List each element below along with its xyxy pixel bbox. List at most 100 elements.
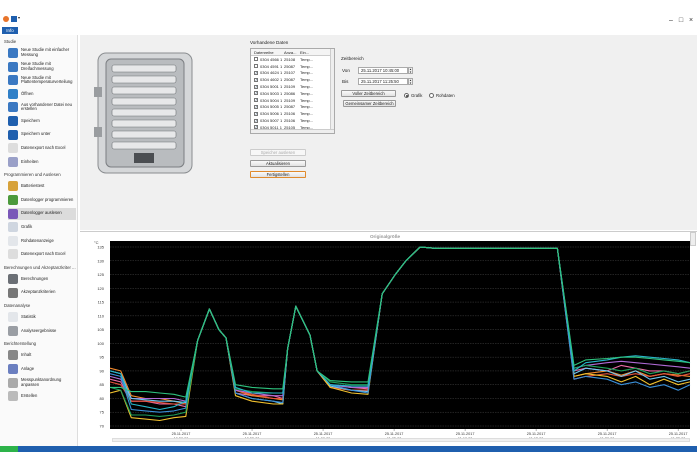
sidebar-item[interactable]: Neue Studie mit einfacher Messung — [8, 47, 76, 59]
table-horizontal-scrollbar[interactable] — [251, 129, 334, 133]
table-row[interactable]: 0304 4591 1 25087 Temp... — [251, 63, 334, 70]
refresh-button[interactable]: Aktualisieren — [250, 160, 306, 167]
radio-unselected-icon — [429, 93, 434, 98]
y-tick-label: 95 — [100, 355, 105, 360]
sidebar-item-label: Neue Studie mit Plattentemperaturverteil… — [21, 74, 73, 85]
column-header-series[interactable]: Datenreihe — [254, 49, 274, 55]
sidebar-item-label: Datenexport nach Excel — [21, 251, 66, 257]
to-spinner[interactable]: ▴ ▾ — [408, 78, 413, 85]
sidebar-item-label: Datenlogger auslesen — [21, 210, 62, 216]
sidebar-section-header[interactable]: Studie — [4, 39, 17, 44]
row-checkbox[interactable]: ✓ — [254, 111, 258, 116]
sidebar-item[interactable]: Batteriestest — [8, 180, 76, 192]
sidebar-item[interactable]: Statistik — [8, 311, 76, 323]
time-range-label: Zeitbereich — [341, 56, 364, 61]
table-row[interactable]: ✓ 0304 4602 1 25087 Temp... — [251, 76, 334, 83]
x-tick-date: 25.11.2017 — [172, 432, 191, 436]
row-checkbox[interactable]: ✓ — [254, 84, 258, 89]
save-icon[interactable] — [11, 16, 17, 22]
sidebar-item[interactable]: Speichern unter — [8, 129, 76, 141]
view-graph-radio[interactable]: Grafik — [404, 93, 422, 98]
sidebar-item[interactable]: Akzeptanzkriterien — [8, 287, 76, 299]
table-row[interactable]: ✓ 0304 4624 1 25107 Temp... — [251, 70, 334, 77]
sidebar-item[interactable]: Rohdatenanzeige — [8, 235, 76, 247]
status-indicator — [0, 446, 18, 452]
sidebar-item[interactable]: Grafik — [8, 221, 76, 233]
common-range-button[interactable]: Gemeinsamer Zeitbereich — [343, 100, 396, 107]
from-datetime-input[interactable]: 25.11.2017 10:45:00 — [358, 67, 408, 74]
sidebar-item[interactable]: Erstellen — [8, 390, 76, 402]
to-label: Bis — [342, 79, 349, 84]
close-button[interactable]: × — [688, 17, 694, 24]
quick-access-dropdown-icon[interactable]: ▾ — [18, 15, 21, 20]
table-row[interactable]: ✓ 0304 5007 1 25106 Temp... — [251, 117, 334, 124]
sidebar-item[interactable]: Inhalt — [8, 349, 76, 361]
info-tab[interactable]: Info — [2, 27, 18, 34]
sidebar-item-label: Einheiten — [21, 158, 39, 164]
from-spinner[interactable]: ▴ ▾ — [408, 67, 413, 74]
row-checkbox[interactable] — [254, 64, 258, 69]
battery-icon — [8, 181, 18, 192]
gear-icon — [8, 156, 18, 167]
sidebar-item[interactable]: Datenexport nach Excel — [8, 248, 76, 260]
row-checkbox[interactable]: ✓ — [254, 91, 258, 96]
sidebar-item[interactable]: Messpunktanordnung anpassen — [8, 377, 76, 389]
column-header-count[interactable]: Anza... — [284, 49, 297, 55]
maximize-button[interactable]: □ — [678, 17, 684, 24]
sidebar-item[interactable]: Speichern — [8, 115, 76, 127]
sidebar-item-label: Akzeptanzkriterien — [21, 289, 56, 295]
available-data-label: Vorhandene Daten — [250, 40, 289, 45]
checkmark-icon — [8, 287, 18, 298]
sidebar-section-header[interactable]: Datenanalyse — [4, 303, 31, 309]
row-checkbox[interactable]: ✓ — [254, 70, 258, 75]
table-row[interactable]: ✓ 0304 5005 1 25087 Temp... — [251, 104, 334, 111]
chart-horizontal-scrollbar[interactable] — [112, 438, 690, 442]
row-checkbox[interactable] — [254, 57, 258, 62]
row-checkbox[interactable]: ✓ — [254, 77, 258, 82]
row-checkbox[interactable]: ✓ — [254, 118, 258, 123]
table-row[interactable]: ✓ 0304 5003 1 25086 Temp... — [251, 90, 334, 97]
table-row[interactable]: ✓ 0304 5011 1 25105 Temp... — [251, 124, 334, 131]
minimize-button[interactable]: – — [669, 17, 673, 24]
data-series-table[interactable]: Datenreihe Anza... Ein... 0304 4566 1 251… — [250, 48, 335, 134]
finish-button[interactable]: Fertigstellen — [250, 171, 306, 178]
temperature-chart: °C 70 75 80 85 90 95 100 105 110 115 120 125 130 135 25… — [94, 240, 691, 441]
sidebar-section-header[interactable]: Berechnungen und Akzeptanzkriter ... — [4, 265, 76, 270]
table-row[interactable]: ✓ 0304 5004 1 25109 Temp... — [251, 97, 334, 104]
column-header-unit[interactable]: Ein... — [300, 49, 310, 55]
sample-count: 25105 — [284, 124, 296, 130]
x-tick-date: 25.11.2017 — [669, 432, 688, 436]
sidebar-section-header[interactable]: Programmieren und Auslesen — [4, 172, 61, 178]
view-raw-radio[interactable]: Rohdaten — [429, 93, 455, 98]
sample-count: 25087 — [284, 104, 296, 110]
sidebar-item[interactable]: Öffnen — [8, 88, 76, 100]
read-memory-button[interactable]: Speicher auslesen — [250, 149, 306, 156]
new-study-icon — [8, 75, 18, 86]
to-datetime-input[interactable]: 25.11.2017 11:25:50 — [358, 78, 408, 85]
series-name: 0304 4566 1 — [260, 56, 283, 62]
sidebar-item[interactable]: Aus vorhandener Datei neu erstellen — [8, 101, 76, 113]
sidebar-section-header[interactable]: Berichterstellung — [4, 341, 37, 347]
chart-zoom-scroll[interactable] — [690, 232, 696, 246]
sidebar-item[interactable]: Datenlogger auslesen — [8, 207, 76, 220]
sidebar-item[interactable]: Berechnungen — [8, 273, 76, 285]
view-graph-label: Grafik — [411, 93, 423, 98]
row-checkbox[interactable]: ✓ — [254, 104, 258, 109]
row-checkbox[interactable]: ✓ — [254, 125, 258, 130]
table-row[interactable]: ✓ 0304 5001 1 25109 Temp... — [251, 83, 334, 90]
sidebar-item[interactable]: Neue Studie mit Dreifachmessung — [8, 61, 76, 73]
sidebar-item-label: Inhalt — [21, 352, 32, 358]
sidebar-item[interactable]: Analyseergebnisse — [8, 325, 76, 337]
sidebar-item[interactable]: Einheiten — [8, 156, 76, 168]
full-range-button[interactable]: Voller Zeitbereich — [341, 90, 396, 97]
table-row[interactable]: ✓ 0304 5006 1 25106 Temp... — [251, 110, 334, 117]
table-vertical-scrollbar[interactable] — [330, 49, 334, 133]
sidebar-item[interactable]: Anlage — [8, 363, 76, 375]
datalogger-case-image — [94, 52, 193, 174]
sidebar-item[interactable]: Neue Studie mit Plattentemperaturverteil… — [8, 74, 76, 86]
table-row[interactable]: 0304 4566 1 25108 Temp... — [251, 56, 334, 63]
sidebar-item[interactable]: Datenlogger programmieren — [8, 194, 76, 206]
chart-panel: Originalgröße °C 70 75 80 85 90 95 100 105 110 115… — [80, 231, 697, 446]
sidebar-item[interactable]: Datenexport nach Excel — [8, 142, 76, 154]
row-checkbox[interactable]: ✓ — [254, 98, 258, 103]
